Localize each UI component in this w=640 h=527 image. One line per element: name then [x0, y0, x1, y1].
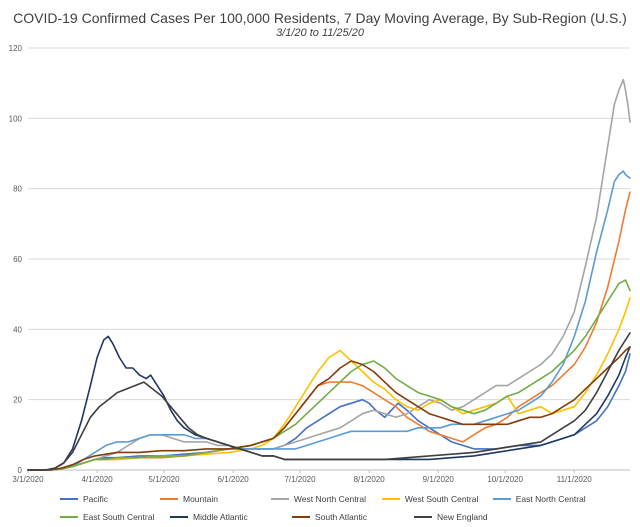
legend-swatch — [292, 516, 310, 518]
legend-item-east-south-central: East South Central — [60, 512, 170, 522]
legend-item-mountain: Mountain — [160, 494, 271, 504]
legend-swatch — [492, 498, 511, 500]
legend-item-middle-atlantic: Middle Atlantic — [170, 512, 292, 522]
y-tick-label: 60 — [13, 255, 22, 264]
plot-area: 0 20 40 60 80 100 120 3/1/2020 4/1/2020 5/1/2020 6… — [9, 44, 631, 484]
x-tick-label: 7/1/2020 — [284, 475, 316, 484]
series-line-west-north-central — [27, 78, 631, 471]
x-tick-label: 5/1/2020 — [148, 475, 180, 484]
legend-item-new-england: New England — [414, 512, 536, 522]
series-line-new-england — [27, 332, 631, 471]
legend-label: East South Central — [83, 512, 155, 522]
legend-label: Mountain — [183, 494, 218, 504]
legend-label: West South Central — [404, 494, 479, 504]
series-line-south-atlantic — [27, 346, 631, 471]
legend-row: East South Central Middle Atlantic South A… — [60, 508, 620, 526]
x-tick-label: 10/1/2020 — [487, 475, 523, 484]
y-tick-label: 0 — [18, 466, 23, 475]
chart-subtitle: 3/1/20 to 11/25/20 — [276, 27, 364, 39]
legend-swatch — [60, 498, 78, 500]
legend-swatch — [160, 498, 178, 500]
x-tick-label: 11/1/2020 — [557, 475, 593, 484]
x-tick-label: 3/1/2020 — [12, 475, 44, 484]
legend-swatch — [170, 516, 188, 518]
legend-item-pacific: Pacific — [60, 494, 160, 504]
y-tick-label: 120 — [9, 44, 23, 53]
series-line-east-south-central — [27, 279, 631, 471]
legend-label: South Atlantic — [315, 512, 367, 522]
series-line-mountain — [27, 191, 631, 471]
series-line-middle-atlantic — [27, 335, 631, 471]
y-tick-label: 80 — [13, 185, 22, 194]
x-tick-label: 6/1/2020 — [218, 475, 250, 484]
legend-label: East North Central — [515, 494, 586, 504]
legend-label: West North Central — [293, 494, 367, 504]
x-tick-label: 4/1/2020 — [82, 475, 114, 484]
legend-swatch — [270, 498, 289, 500]
legend-item-west-north-central: West North Central — [270, 494, 382, 504]
legend-swatch — [414, 516, 432, 518]
legend-label: New England — [437, 512, 488, 522]
legend-swatch — [381, 498, 400, 500]
x-tick-label: 9/1/2020 — [423, 475, 455, 484]
x-tick-label: 8/1/2020 — [354, 475, 386, 484]
legend-label: Pacific — [83, 494, 109, 504]
legend-item-east-north-central: East North Central — [492, 494, 620, 504]
legend-item-west-south-central: West South Central — [381, 494, 493, 504]
series-line-east-north-central — [27, 170, 631, 471]
y-tick-label: 20 — [13, 396, 22, 405]
legend-row: Pacific Mountain West North Central West So… — [60, 490, 620, 508]
legend-label: Middle Atlantic — [193, 512, 248, 522]
y-tick-label: 40 — [13, 325, 22, 334]
series-line-west-south-central — [27, 296, 631, 471]
chart-title: COVID-19 Confirmed Cases Per 100,000 Res… — [13, 10, 627, 26]
legend-item-south-atlantic: South Atlantic — [292, 512, 414, 522]
legend: Pacific Mountain West North Central West So… — [60, 490, 620, 526]
legend-swatch — [60, 516, 78, 518]
y-tick-label: 100 — [9, 114, 23, 123]
